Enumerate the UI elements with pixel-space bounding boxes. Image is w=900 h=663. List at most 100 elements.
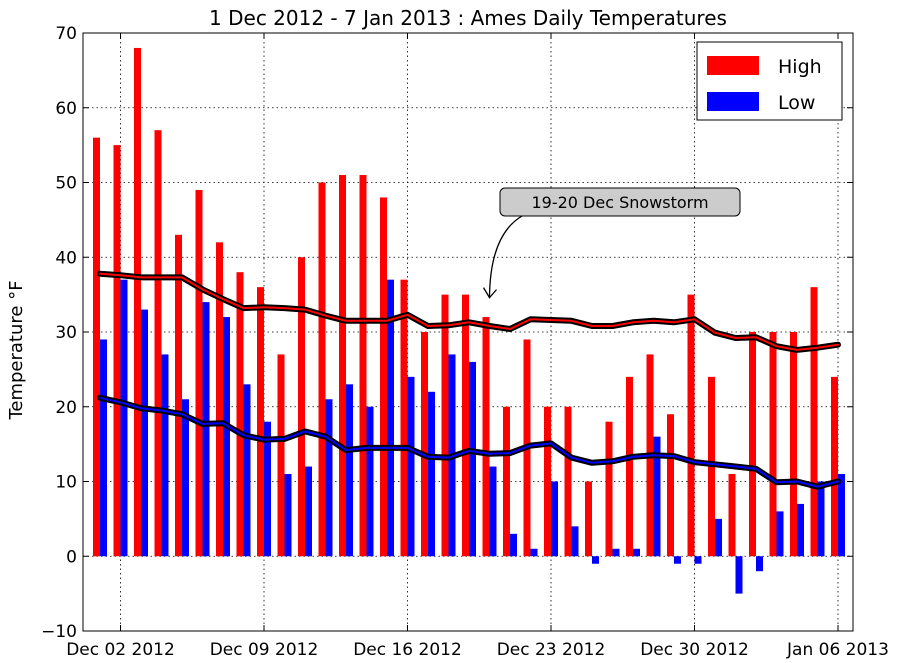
y-axis-label: Temperature °F — [6, 280, 27, 420]
bar-low — [264, 421, 271, 557]
bar-high — [154, 130, 162, 557]
bar-high — [134, 47, 141, 557]
y-tick-label: 40 — [55, 248, 77, 268]
bar-high — [175, 234, 182, 557]
bar-high — [831, 376, 838, 557]
bar-high — [318, 182, 326, 557]
bar-high — [298, 257, 305, 557]
x-tick-label: Dec 16 2012 — [353, 640, 462, 660]
bar-high — [605, 421, 613, 557]
legend-swatch-high — [707, 56, 759, 75]
bar-low — [100, 339, 107, 557]
bar-low — [838, 474, 845, 557]
bar-high — [339, 175, 346, 557]
bar-low — [694, 556, 702, 564]
bar-low — [674, 556, 681, 564]
bar-low — [387, 279, 394, 557]
bar-high — [728, 474, 736, 557]
bar-high — [93, 137, 100, 557]
bar-high — [380, 197, 387, 557]
bar-low — [715, 518, 722, 557]
legend-swatch-low — [707, 92, 759, 111]
annotation-arrow — [488, 215, 523, 298]
bar-high — [482, 317, 490, 557]
x-tick-label: Dec 30 2012 — [640, 640, 749, 660]
chart-title: 1 Dec 2012 - 7 Jan 2013 : Ames Daily Tem… — [209, 6, 727, 30]
x-tick-label: Dec 02 2012 — [66, 640, 175, 660]
bar-high — [359, 175, 367, 557]
axis-ticks: −10 0 10 20 30 40 50 60 70 Dec 02 2012 Dec 09 2012… — [41, 24, 889, 660]
bar-high — [790, 332, 797, 557]
y-tick-label: 70 — [55, 24, 77, 44]
y-tick-label: 50 — [55, 174, 77, 194]
bar-low — [284, 474, 292, 557]
bar-low — [756, 556, 763, 572]
bar-low — [817, 481, 825, 557]
y-tick-label: 0 — [66, 547, 77, 567]
bar-high — [257, 287, 264, 557]
bar-high — [462, 294, 469, 557]
bar-low — [223, 317, 230, 557]
trend-lines-group — [97, 270, 841, 490]
bar-high — [626, 376, 633, 557]
bar-low — [735, 556, 743, 594]
bar-low — [530, 548, 538, 557]
bar-low — [366, 406, 374, 557]
bar-low — [551, 481, 558, 557]
bar-low — [469, 361, 476, 557]
annotation-arrowhead — [482, 287, 497, 299]
legend: High Low — [696, 41, 843, 121]
bar-low — [776, 511, 784, 557]
y-tick-label: −10 — [41, 622, 77, 642]
annotation-text: 19-20 Dec Snowstorm — [531, 193, 708, 212]
bar-low — [325, 399, 333, 557]
bar-low — [797, 503, 804, 557]
bar-high — [544, 406, 551, 557]
bar-high — [687, 294, 695, 557]
low-trend-line — [99, 396, 839, 488]
bar-high — [503, 406, 510, 557]
bar-high — [749, 332, 756, 557]
bar-low — [243, 384, 251, 557]
bar-high — [769, 332, 777, 557]
bar-low — [428, 391, 435, 557]
y-tick-label: 10 — [55, 473, 77, 493]
y-tick-label: 20 — [55, 398, 77, 418]
bar-low — [120, 279, 128, 557]
annotation-group: 19-20 Dec Snowstorm — [482, 187, 741, 299]
bar-high — [195, 189, 203, 557]
y-tick-label: 60 — [55, 99, 77, 119]
y-tick-label: 30 — [55, 323, 77, 343]
bar-high — [667, 414, 674, 557]
annotation-box — [499, 187, 741, 217]
bar-low — [653, 436, 661, 557]
bar-low — [571, 526, 579, 557]
bar-high — [400, 279, 408, 557]
bar-low — [141, 309, 148, 557]
bar-high — [585, 481, 592, 557]
x-tick-label: Dec 09 2012 — [210, 640, 319, 660]
legend-label-low: Low — [778, 92, 815, 114]
bar-low — [592, 556, 599, 564]
bar-high — [810, 287, 818, 557]
x-tick-label: Jan 06 2013 — [786, 640, 889, 660]
bar-high — [113, 145, 121, 557]
bars-group — [93, 47, 845, 594]
bar-low — [510, 533, 517, 557]
bar-low — [182, 399, 189, 557]
bar-low — [305, 466, 312, 557]
bar-low — [161, 354, 169, 557]
bar-low — [407, 376, 415, 557]
grid-lines — [83, 33, 853, 631]
bar-low — [346, 384, 353, 557]
bar-high — [441, 294, 449, 557]
high-trend-line — [99, 272, 839, 351]
bar-low — [202, 302, 210, 557]
bar-high — [564, 406, 572, 557]
bar-low — [612, 548, 620, 557]
bar-high — [277, 354, 285, 557]
bar-high — [421, 332, 428, 557]
x-tick-label: Dec 23 2012 — [497, 640, 606, 660]
bar-low — [489, 466, 497, 557]
